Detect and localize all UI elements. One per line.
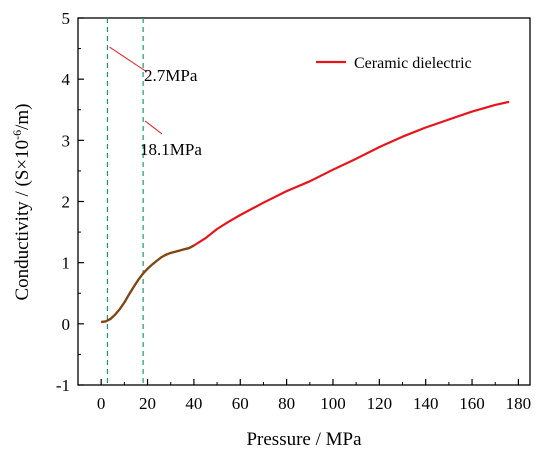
x-tick-label: 100 — [320, 394, 346, 413]
y-tick-label: 2 — [62, 193, 71, 212]
x-axis-title: Pressure / MPa — [246, 429, 362, 450]
x-tick-label: 60 — [232, 394, 249, 413]
y-axis-title: Conductivity / (S×10-6/m) — [10, 104, 33, 301]
x-tick-label: 180 — [506, 394, 532, 413]
y-tick-label: 1 — [62, 254, 71, 273]
x-tick-label: 140 — [413, 394, 439, 413]
y-tick-label: 5 — [62, 9, 71, 28]
legend-label: Ceramic dielectric — [354, 55, 472, 72]
x-tick-label: 160 — [459, 394, 485, 413]
x-tick-label: 120 — [367, 394, 393, 413]
annotation-leader — [144, 120, 163, 135]
y-tick-label: 0 — [62, 315, 71, 334]
annotation-leader — [109, 46, 148, 73]
x-tick-label: 20 — [139, 394, 156, 413]
annotation-label: 2.7MPa — [144, 66, 198, 85]
y-tick-label: 4 — [62, 70, 71, 89]
annotation-lines — [106, 18, 144, 385]
series-overlap-line — [101, 244, 195, 324]
legend: Ceramic dielectric — [316, 55, 472, 72]
axis-ticks — [78, 17, 520, 386]
y-axis-title-prefix: Conductivity / (S×10 — [12, 140, 33, 301]
y-tick-label: 3 — [62, 131, 71, 150]
series-layer — [101, 100, 510, 324]
y-tick-label: -1 — [56, 376, 70, 395]
x-tick-label: 40 — [185, 394, 202, 413]
x-tick-label: 0 — [97, 394, 106, 413]
x-tick-label: 80 — [278, 394, 295, 413]
y-axis-title-exponent: -6 — [10, 130, 24, 140]
y-axis-title-suffix: /m) — [12, 104, 33, 130]
tick-labels: 0 20 40 60 80 100 120 140 160 180 -1 0 1 2 3 4 5 — [56, 9, 531, 413]
annotation-label: 18.1MPa — [140, 140, 202, 159]
plot-area — [77, 17, 531, 386]
annotations: 2.7MPa 18.1MPa — [109, 46, 202, 159]
